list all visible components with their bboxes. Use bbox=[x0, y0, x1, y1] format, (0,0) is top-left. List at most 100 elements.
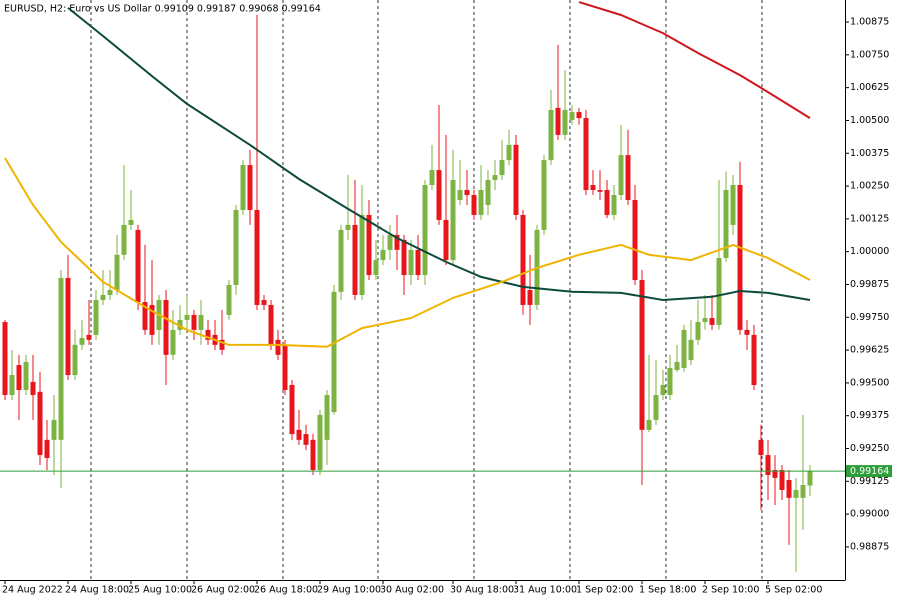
chart-title: EURUSD, H2: Euro vs US Dollar 0.99109 0.… bbox=[4, 4, 321, 15]
candle-body bbox=[548, 109, 554, 161]
candle-body bbox=[590, 185, 596, 191]
candle-body bbox=[184, 314, 190, 320]
candle-body bbox=[359, 214, 365, 295]
candle-body bbox=[436, 170, 442, 220]
candle-body bbox=[429, 170, 435, 186]
candle-body bbox=[9, 375, 15, 395]
y-tick-label: 0.99500 bbox=[850, 377, 889, 388]
y-tick-label: 0.99875 bbox=[850, 279, 889, 290]
candle-body bbox=[415, 249, 421, 276]
candle-body bbox=[37, 391, 43, 456]
x-tick-label: 1 Sep 02:00 bbox=[576, 585, 633, 596]
x-tick-label: 31 Aug 10:00 bbox=[513, 585, 577, 596]
candle-body bbox=[170, 329, 176, 355]
candle-body bbox=[744, 329, 750, 335]
candle-body bbox=[282, 344, 288, 390]
y-tick-label: 0.99375 bbox=[850, 410, 889, 421]
moving-average bbox=[4, 157, 811, 348]
candle-body bbox=[457, 190, 463, 200]
candle-body bbox=[303, 434, 309, 445]
candle-body bbox=[604, 190, 610, 215]
candle-body bbox=[86, 334, 92, 340]
candle-body bbox=[702, 318, 708, 323]
y-tick-label: 1.00000 bbox=[850, 246, 889, 257]
candle-body bbox=[72, 344, 78, 376]
candle-body bbox=[114, 254, 120, 290]
candle-body bbox=[625, 155, 631, 200]
candle-body bbox=[247, 165, 253, 210]
candle-body bbox=[751, 334, 757, 386]
candle-body bbox=[2, 322, 8, 395]
candle-body bbox=[240, 165, 246, 210]
x-tick-label: 26 Aug 18:00 bbox=[254, 585, 318, 596]
y-tick-label: 1.00375 bbox=[850, 148, 889, 159]
x-tick-label: 25 Aug 10:00 bbox=[128, 585, 192, 596]
candle-body bbox=[688, 339, 694, 361]
candle-body bbox=[737, 185, 743, 330]
candle-body bbox=[492, 175, 498, 181]
candle-body bbox=[30, 381, 36, 395]
y-tick-label: 0.99125 bbox=[850, 476, 889, 487]
candle-body bbox=[800, 484, 806, 498]
candle-body bbox=[772, 470, 778, 478]
candle-body bbox=[219, 339, 225, 350]
candle-body bbox=[254, 209, 260, 305]
candle-body bbox=[44, 439, 50, 458]
candle-body bbox=[646, 419, 652, 430]
candle-body bbox=[653, 394, 659, 420]
y-tick-label: 0.99250 bbox=[850, 443, 889, 454]
x-tick-label: 2 Sep 10:00 bbox=[702, 585, 759, 596]
candle-body bbox=[779, 470, 785, 490]
y-tick-label: 0.99750 bbox=[850, 312, 889, 323]
candle-body bbox=[205, 329, 211, 340]
candle-body bbox=[674, 361, 680, 371]
candle-body bbox=[667, 367, 673, 395]
candle-body bbox=[338, 229, 344, 292]
candle-body bbox=[443, 219, 449, 261]
y-tick-label: 0.99000 bbox=[850, 509, 889, 520]
candle-body bbox=[618, 155, 624, 195]
candle-body bbox=[93, 299, 99, 335]
candle-body bbox=[786, 480, 792, 498]
candle-body bbox=[23, 361, 29, 390]
candle-body bbox=[107, 290, 113, 295]
candle-body bbox=[716, 257, 722, 325]
candle-body bbox=[233, 209, 239, 286]
y-tick-label: 1.00125 bbox=[850, 213, 889, 224]
candle-body bbox=[527, 290, 533, 305]
candle-body bbox=[394, 234, 400, 250]
candle-body bbox=[471, 194, 477, 215]
candle-body bbox=[485, 180, 491, 205]
candle-body bbox=[709, 318, 715, 325]
candle-body bbox=[597, 190, 603, 192]
y-tick-label: 0.98875 bbox=[850, 541, 889, 552]
candle-body bbox=[261, 299, 267, 305]
candle-body bbox=[464, 190, 470, 195]
candle-body bbox=[324, 394, 330, 440]
candle-body bbox=[478, 190, 484, 215]
candle-body bbox=[58, 277, 64, 440]
candle-body bbox=[695, 322, 701, 340]
candle-body bbox=[506, 144, 512, 161]
candle-body bbox=[583, 118, 589, 191]
candle-body bbox=[632, 199, 638, 281]
candle-body bbox=[408, 249, 414, 276]
x-tick-label: 24 Aug 18:00 bbox=[65, 585, 129, 596]
candle-body bbox=[128, 219, 134, 225]
candle-body bbox=[177, 319, 183, 330]
candle-body bbox=[401, 239, 407, 276]
x-tick-label: 30 Aug 02:00 bbox=[380, 585, 444, 596]
candle-body bbox=[639, 280, 645, 430]
y-tick-label: 1.00500 bbox=[850, 115, 889, 126]
candle-body bbox=[373, 260, 379, 276]
candle-body bbox=[142, 302, 148, 330]
candle-body bbox=[569, 112, 575, 120]
candle-body bbox=[730, 185, 736, 225]
candle-body bbox=[163, 299, 169, 355]
x-tick-label: 29 Aug 10:00 bbox=[317, 585, 381, 596]
y-tick-label: 1.00250 bbox=[850, 181, 889, 192]
y-tick-label: 1.00875 bbox=[850, 17, 889, 28]
candle-body bbox=[135, 229, 141, 303]
